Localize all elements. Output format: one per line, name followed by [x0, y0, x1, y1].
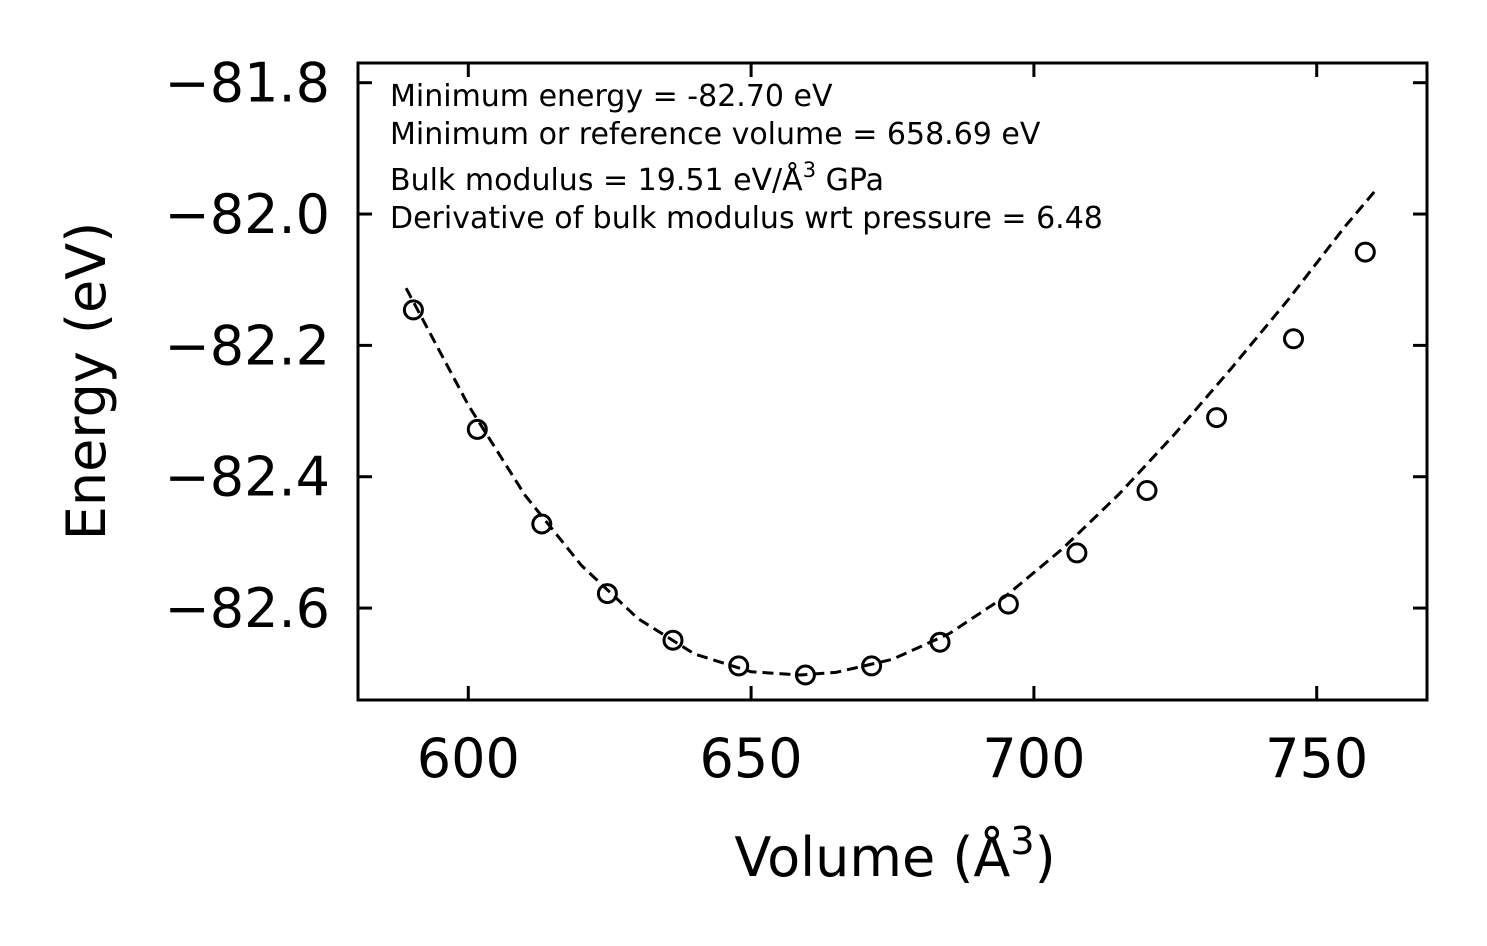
annotation-reference-volume: Minimum or reference volume = 658.69 eV: [390, 117, 1041, 152]
data-point: [728, 655, 750, 677]
data-point: [794, 664, 816, 686]
annotation-bulk-modulus-sup: 3: [803, 158, 816, 182]
data-point: [997, 593, 1019, 615]
annotation-bulk-modulus-main: Bulk modulus = 19.51 eV/Å: [390, 162, 803, 198]
x-tick-label: 650: [700, 727, 803, 790]
data-point: [466, 418, 488, 440]
data-point: [1206, 407, 1228, 429]
data-point: [861, 655, 883, 677]
fit-curve: [404, 188, 1378, 677]
data-point: [1136, 480, 1158, 501]
axes-frame: [356, 61, 1429, 702]
fit-curve-layer: [404, 188, 1378, 677]
marker-layer: [402, 241, 1376, 686]
ticks-layer: 600 650 700 750 −81.8 −82.0 −82.2 −82.4 −82.6: [165, 52, 1427, 790]
y-tick-label: −82.2: [165, 314, 330, 377]
y-tick-label: −81.8: [165, 52, 330, 115]
y-tick-label: −82.4: [165, 446, 330, 509]
annotation-min-energy: Minimum energy = -82.70 eV: [390, 79, 833, 114]
x-axis-title-sup: 3: [1010, 819, 1034, 863]
x-tick-label: 750: [1265, 727, 1368, 790]
annotation-bulk-modulus: Bulk modulus = 19.51 eV/Å3 GPa: [390, 158, 884, 198]
x-axis-title: Volume (Å3): [734, 819, 1055, 889]
y-tick-label: −82.0: [165, 183, 330, 246]
data-point: [1066, 542, 1088, 564]
x-axis-title-main: Volume (Å: [734, 825, 1010, 889]
x-tick-label: 600: [417, 727, 520, 790]
data-point: [596, 583, 618, 605]
data-point: [662, 629, 684, 651]
x-tick-label: 700: [982, 727, 1085, 790]
y-axis-title: Energy (eV): [55, 222, 118, 541]
x-axis-title-close: ): [1035, 826, 1056, 889]
data-point: [531, 513, 553, 535]
data-point: [1283, 328, 1304, 350]
data-point: [929, 631, 951, 653]
y-tick-label: −82.6: [165, 577, 330, 640]
annotation-bulk-modulus-unit: GPa: [816, 163, 884, 198]
data-point: [1354, 241, 1376, 263]
annotation-bulk-modulus-derivative: Derivative of bulk modulus wrt pressure …: [390, 201, 1103, 236]
data-point: [402, 299, 424, 321]
